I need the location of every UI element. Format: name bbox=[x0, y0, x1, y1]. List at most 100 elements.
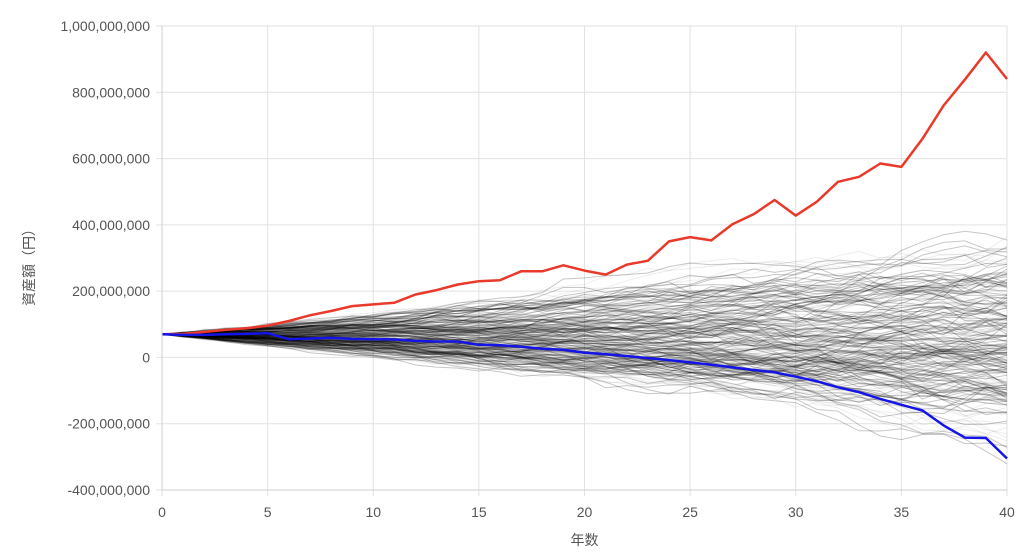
simulation-path bbox=[161, 333, 1008, 402]
simulation-path bbox=[161, 306, 1008, 345]
simulation-path bbox=[161, 240, 1007, 335]
simulation-path bbox=[161, 328, 1008, 355]
simulation-path bbox=[161, 290, 1008, 335]
simulation-path bbox=[161, 333, 1008, 416]
simulation-path bbox=[161, 307, 1008, 340]
simulation-path bbox=[161, 307, 1008, 339]
x-tick-label: 20 bbox=[577, 504, 593, 520]
simulation-path bbox=[161, 323, 1008, 351]
simulation-path bbox=[161, 319, 1008, 352]
simulation-path bbox=[161, 332, 1008, 414]
simulation-path bbox=[161, 333, 1008, 369]
simulation-path bbox=[161, 333, 1008, 418]
simulation-path bbox=[161, 283, 1008, 335]
simulation-path bbox=[161, 333, 1008, 392]
simulation-path bbox=[161, 306, 1008, 341]
y-axis-title: 資産額（円） bbox=[21, 222, 37, 306]
simulation-path bbox=[161, 333, 1008, 390]
simulation-path bbox=[161, 333, 1008, 447]
simulation-path bbox=[161, 333, 1008, 369]
simulation-path bbox=[161, 311, 1008, 340]
simulation-path bbox=[161, 333, 1008, 374]
y-tick-label: 800,000,000 bbox=[72, 84, 150, 100]
simulation-path bbox=[161, 333, 1008, 388]
simulation-path bbox=[161, 333, 1008, 381]
simulation-path bbox=[161, 330, 1008, 367]
simulation-path bbox=[161, 299, 1008, 337]
y-tick-label: 400,000,000 bbox=[72, 217, 150, 233]
simulation-path bbox=[161, 260, 1008, 335]
simulation-path bbox=[161, 333, 1008, 353]
simulation-path bbox=[161, 333, 1008, 406]
simulation-path bbox=[161, 318, 1008, 350]
simulation-path bbox=[161, 285, 1008, 335]
simulation-path bbox=[161, 236, 1008, 335]
simulation-path bbox=[161, 333, 1008, 389]
simulation-path bbox=[161, 298, 1008, 335]
simulation-path bbox=[161, 333, 1008, 429]
simulation-path bbox=[161, 253, 1008, 335]
simulation-path bbox=[161, 333, 1008, 398]
simulation-path bbox=[161, 290, 1008, 338]
simulation-path bbox=[161, 259, 1008, 335]
simulation-path bbox=[161, 315, 1008, 339]
simulation-path bbox=[161, 267, 1008, 335]
simulation-path bbox=[161, 331, 1008, 405]
simulation-path bbox=[161, 320, 1008, 348]
simulation-path bbox=[161, 333, 1008, 375]
simulation-path bbox=[161, 284, 1008, 335]
simulation-path bbox=[161, 302, 1008, 335]
simulation-path bbox=[161, 320, 1008, 354]
simulation-path bbox=[161, 305, 1008, 335]
simulation-path bbox=[161, 333, 1008, 379]
simulation-path bbox=[161, 294, 1008, 341]
simulation-path bbox=[161, 333, 1008, 397]
x-tick-label: 15 bbox=[471, 504, 487, 520]
simulation-path bbox=[161, 292, 1008, 335]
simulation-path bbox=[161, 333, 1008, 402]
simulation-path bbox=[161, 333, 1008, 435]
simulation-path bbox=[161, 309, 1008, 340]
simulation-path bbox=[161, 333, 1008, 398]
simulation-path bbox=[161, 313, 1008, 339]
x-tick-label: 10 bbox=[365, 504, 381, 520]
simulation-path bbox=[161, 306, 1008, 339]
simulation-path bbox=[161, 310, 1008, 335]
simulation-path bbox=[161, 327, 1008, 358]
simulation-path bbox=[161, 333, 1008, 371]
y-tick-label: 0 bbox=[142, 349, 150, 365]
simulation-path bbox=[161, 300, 1008, 335]
simulation-path bbox=[161, 327, 1008, 355]
min-series-line bbox=[161, 331, 1008, 460]
simulation-path bbox=[161, 271, 1008, 335]
simulation-path bbox=[162, 320, 1008, 358]
simulation-path bbox=[161, 333, 1008, 376]
simulation-path bbox=[161, 273, 1008, 335]
simulation-path bbox=[161, 311, 1008, 344]
simulation-path bbox=[161, 333, 1008, 398]
simulation-path bbox=[161, 333, 1008, 395]
simulation-path bbox=[161, 316, 1008, 340]
y-tick-label: 1,000,000,000 bbox=[60, 18, 150, 34]
simulation-path bbox=[161, 249, 1008, 335]
simulation-path bbox=[161, 333, 1008, 403]
simulation-path bbox=[161, 333, 1008, 373]
simulation-path bbox=[161, 333, 1008, 401]
simulation-path bbox=[161, 333, 1008, 364]
simulation-path bbox=[161, 333, 1008, 380]
simulation-path bbox=[161, 299, 1008, 335]
simulation-path bbox=[161, 333, 1008, 370]
simulation-path bbox=[161, 333, 1008, 372]
simulation-path bbox=[161, 325, 1008, 358]
simulation-path bbox=[161, 277, 1008, 335]
simulation-path bbox=[161, 333, 1008, 465]
simulation-path bbox=[161, 268, 1008, 335]
simulation-path bbox=[161, 333, 1008, 364]
simulation-path bbox=[161, 290, 1008, 339]
simulation-path bbox=[161, 276, 1008, 342]
simulation-path bbox=[161, 327, 1008, 352]
x-tick-label: 35 bbox=[894, 504, 910, 520]
simulation-path bbox=[161, 333, 1008, 366]
simulation-path bbox=[161, 285, 1008, 335]
